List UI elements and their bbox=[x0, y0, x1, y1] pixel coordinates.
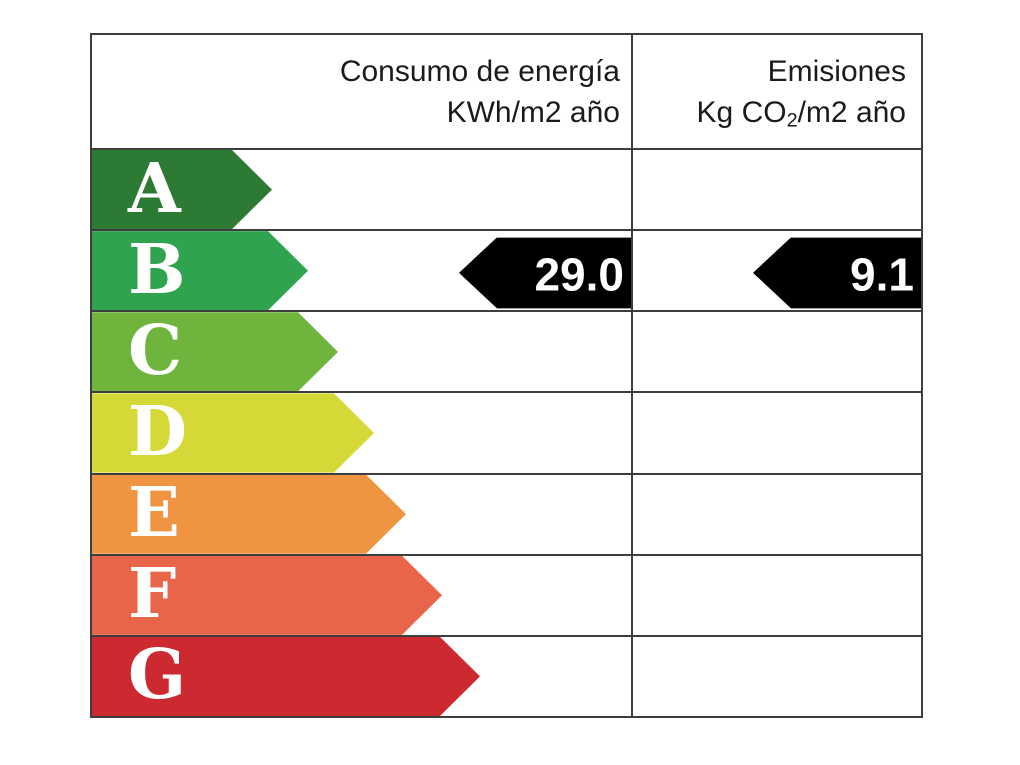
rating-row-c: C bbox=[92, 312, 921, 394]
consumption-value: 29.0 bbox=[534, 248, 624, 301]
rating-row-f: F bbox=[92, 555, 921, 637]
rating-row-b: B 29.0 9.1 bbox=[92, 231, 921, 313]
rating-table: Consumo de energía KWh/m2 año Emisiones … bbox=[90, 33, 923, 718]
consumption-cell-a: A bbox=[92, 150, 633, 230]
consumption-cell-c: C bbox=[92, 312, 633, 392]
emissions-cell-a bbox=[633, 150, 921, 229]
rating-letter: F bbox=[128, 554, 177, 635]
consumption-cell-f: F bbox=[92, 555, 633, 635]
co2-subscript: 2 bbox=[786, 108, 798, 131]
rating-band-arrow-c: C bbox=[92, 312, 338, 391]
rating-row-e: E bbox=[92, 474, 921, 556]
consumption-value-arrow: 29.0 bbox=[459, 237, 631, 309]
table-header-row: Consumo de energía KWh/m2 año Emisiones … bbox=[92, 35, 921, 150]
rating-band-arrow-d: D bbox=[92, 393, 374, 472]
consumption-cell-d: D bbox=[92, 393, 633, 473]
emissions-unit-prefix: Kg CO bbox=[696, 95, 787, 129]
emissions-cell-c bbox=[633, 312, 921, 391]
consumption-header-line2: KWh/m2 año bbox=[446, 95, 620, 129]
emissions-cell-f bbox=[633, 556, 921, 635]
emissions-header-line2: Kg CO2/m2 año bbox=[697, 92, 906, 133]
rating-row-a: A bbox=[92, 150, 921, 232]
consumption-cell-b: B 29.0 bbox=[92, 231, 633, 311]
rating-band-arrow-e: E bbox=[92, 475, 406, 554]
emissions-cell-b: 9.1 bbox=[633, 231, 921, 310]
emissions-cell-d bbox=[633, 393, 921, 472]
rating-bands: A B 29.0 9.1 C D E F G bbox=[92, 150, 921, 716]
rating-letter: B bbox=[128, 229, 186, 310]
emissions-unit-suffix: /m2 año bbox=[797, 95, 906, 129]
emissions-value: 9.1 bbox=[850, 248, 914, 301]
emissions-column-header: Emisiones Kg CO2/m2 año bbox=[633, 35, 921, 148]
emissions-value-arrow: 9.1 bbox=[753, 237, 921, 309]
rating-row-d: D bbox=[92, 393, 921, 475]
rating-letter: D bbox=[128, 391, 187, 472]
rating-letter: A bbox=[128, 148, 181, 229]
emissions-cell-g bbox=[633, 637, 921, 716]
rating-letter: E bbox=[128, 473, 180, 554]
rating-band-arrow-a: A bbox=[92, 150, 272, 229]
rating-band-arrow-g: G bbox=[92, 637, 480, 716]
rating-letter: G bbox=[128, 635, 187, 716]
emissions-header-line1: Emisiones bbox=[767, 54, 906, 88]
rating-band-arrow-b: B bbox=[92, 231, 308, 310]
rating-letter: C bbox=[128, 310, 183, 391]
consumption-column-header: Consumo de energía KWh/m2 año bbox=[92, 35, 633, 148]
consumption-header-line1: Consumo de energía bbox=[339, 54, 620, 88]
rating-band-arrow-f: F bbox=[92, 556, 442, 635]
rating-row-g: G bbox=[92, 636, 921, 716]
emissions-cell-e bbox=[633, 475, 921, 554]
consumption-cell-e: E bbox=[92, 474, 633, 554]
consumption-cell-g: G bbox=[92, 636, 633, 716]
